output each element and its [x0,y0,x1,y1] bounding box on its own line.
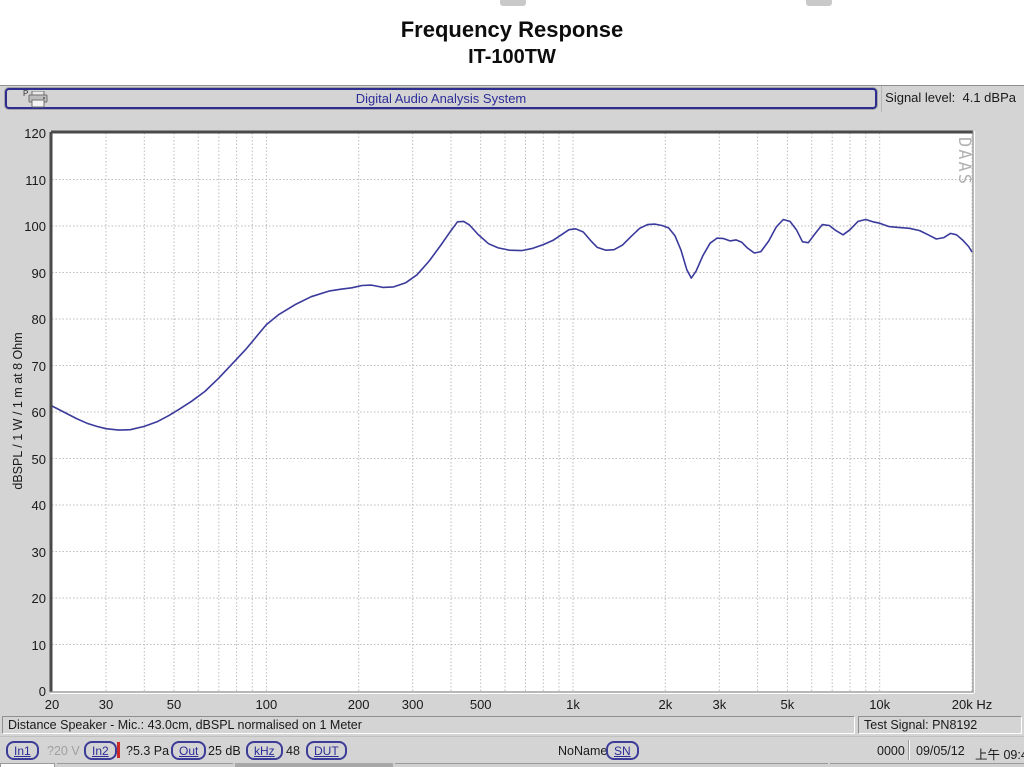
x-tick-label: 1k [566,697,580,712]
y-tick-label: 20 [31,591,46,606]
x-tick-label: 3k [712,697,727,712]
status-measurement-info: Distance Speaker - Mic.: 43.0cm, dBSPL n… [2,716,855,734]
page-title-line1: Frequency Response [400,17,624,42]
printer-shortcut-label: P [23,89,29,98]
y-tick-label: 40 [31,498,46,513]
x-tick-label: 50 [166,697,182,712]
daas-app-window: P Digital Audio Analysis System Signal l… [0,85,1024,767]
y-tick-label: 10 [31,637,46,653]
date-value: 09/05/12 [916,744,965,758]
strip-segment [57,763,233,767]
scan-artifact [806,0,832,6]
output-button[interactable]: Out [171,741,207,760]
y-axis-title: dBSPL / 1 W / 1 m at 8 Ohm [11,332,25,490]
signal-level-label: Signal level: [885,90,956,105]
y-tick-label: 80 [31,312,46,327]
y-tick-label: 60 [31,405,46,420]
x-tick-label: 100 [255,697,278,712]
y-tick-label: 120 [24,126,46,141]
y-tick-label: 50 [31,451,46,467]
toolbar-divider [908,740,910,760]
input2-range-value: ?5.3 Pa [126,744,170,758]
bottom-edge-strip [0,763,1024,767]
signal-level-readout: Signal level: 4.1 dBPa [885,90,1016,105]
counter-value: 0000 [877,744,905,758]
x-tick-label: 200 [347,697,370,712]
chart-panel: 0 10 20 30 40 50 60 70 80 90 100 110 120 20 30 50 100 200… [0,112,1024,714]
daas-watermark: DAAS [954,137,974,186]
strip-segment [830,763,1024,767]
status-bar: Distance Speaker - Mic.: 43.0cm, dBSPL n… [0,714,1024,736]
serial-number-button[interactable]: SN [606,741,639,760]
time-value: 上午 09:4 [975,748,1024,762]
x-tick-label: 30 [98,697,114,712]
x-tick-label: 5k [780,697,795,712]
clip-indicator [117,742,120,758]
print-button[interactable]: P [23,89,49,109]
x-tick-label: 10k [869,697,891,712]
input2-button[interactable]: In2 [84,741,117,760]
printer-icon [28,91,48,108]
signal-level-value: 4.1 dBPa [962,90,1017,105]
x-tick-label: 20k Hz [951,697,993,712]
frequency-response-plot [49,130,975,694]
y-tick-label: 0 [38,684,46,699]
x-tick-label: 500 [469,697,492,712]
strip-segment [235,763,393,767]
input1-range-value: ?20 V [47,744,80,758]
toolbar-divider [881,86,882,112]
y-tick-label: 30 [31,544,46,560]
dut-button[interactable]: DUT [306,741,347,760]
x-tick-label: 20 [44,697,60,712]
top-toolbar: P Digital Audio Analysis System Signal l… [0,86,1024,112]
y-tick-label: 110 [25,172,46,188]
strip-segment [0,763,55,767]
x-tick-label: 2k [658,697,673,712]
scan-artifact [500,0,526,6]
y-tick-label: 70 [31,358,46,374]
status-test-signal: Test Signal: PN8192 [858,716,1022,734]
output-level-value: 25 dB [208,744,241,758]
y-tick-label: 90 [31,265,46,281]
samplerate-value: 48 [286,744,300,758]
x-tick-label: 300 [401,697,424,712]
device-name: NoName [558,744,608,758]
bottom-toolbar: In1 ?20 V In2 ?5.3 Pa Out 25 dB kHz 48 D… [0,736,1024,763]
y-tick-label: 100 [24,219,46,234]
input1-button[interactable]: In1 [6,741,39,760]
samplerate-button[interactable]: kHz [246,741,283,760]
page-title-line2: IT-100TW [468,46,556,68]
app-title-box: P Digital Audio Analysis System [5,88,877,109]
strip-segment [395,763,828,767]
app-title: Digital Audio Analysis System [355,91,527,106]
